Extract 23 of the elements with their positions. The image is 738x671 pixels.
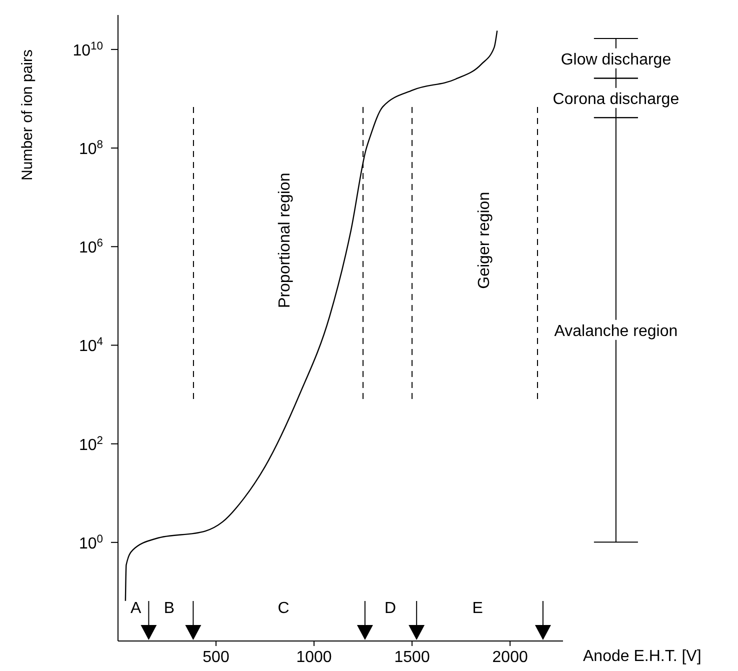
annotation: D [384,600,396,617]
y-tick-label: 10$^{2}$ [78,434,103,454]
x-tick-label: 500 [202,649,230,666]
x-axis-title: Anode E.H.T. [V] [583,648,702,665]
y-axis-title: Number of ion pairs [19,50,36,180]
x-tick-label: 1500 [394,649,430,666]
annotation: Geiger region [476,192,494,289]
y-tick-label: 10$^{6}$ [78,238,103,257]
annotation: Proportional region [276,172,294,308]
y-tick-label: 10$^{4}$ [78,336,103,356]
annotation: C [278,600,290,617]
annotation: Glow discharge [560,51,672,68]
line-series [124,30,498,602]
annotation: E [472,600,483,617]
y-tick-label: 10$^{10}$ [72,40,103,60]
annotation: B [164,600,175,617]
y-tick-label: 10$^{0}$ [78,533,103,552]
annotation: A [130,600,142,617]
annotation: Corona discharge [552,90,680,108]
x-tick-label: 1000 [296,649,332,666]
y-tick-label: 10$^{8}$ [78,139,103,158]
x-tick-label: 2000 [492,649,528,666]
annotation: Avalanche region [554,322,678,340]
